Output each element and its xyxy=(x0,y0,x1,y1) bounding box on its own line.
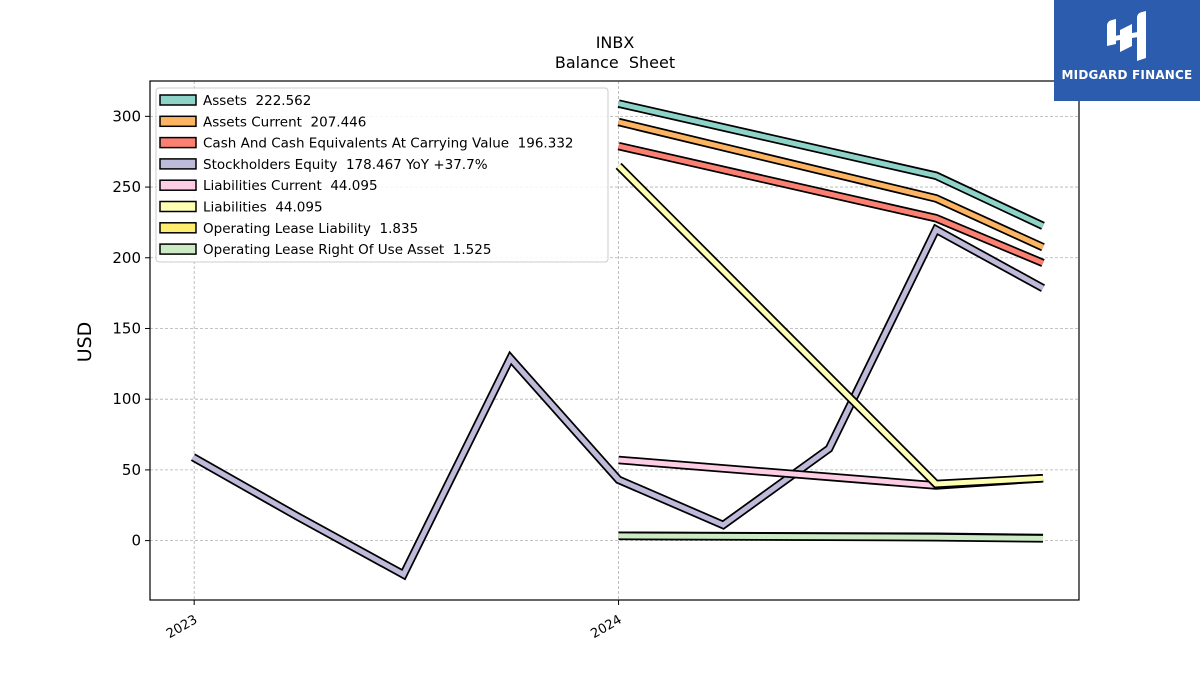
series-3 xyxy=(190,223,1046,581)
series-line xyxy=(618,119,1045,250)
legend-entry: Cash And Cash Equivalents At Carrying Va… xyxy=(203,136,574,152)
y-tick-label: 100 xyxy=(112,390,141,408)
logo-text: MIDGARD FINANCE xyxy=(1061,68,1193,82)
y-tick-label: 50 xyxy=(122,461,141,479)
series-0 xyxy=(617,99,1045,230)
series-7 xyxy=(618,531,1044,543)
y-tick-label: 250 xyxy=(112,178,141,196)
series-layer xyxy=(190,99,1046,581)
midgard-finance-logo: MIDGARD FINANCE xyxy=(1054,0,1200,101)
legend-entry: Assets Current 207.446 xyxy=(203,114,366,130)
legend-entry: Operating Lease Right Of Use Asset 1.525 xyxy=(203,242,491,258)
chart-subtitle: Balance Sheet xyxy=(555,53,675,72)
legend-swatch xyxy=(159,158,197,170)
legend-swatch xyxy=(159,243,197,255)
legend-swatch xyxy=(159,222,197,234)
legend-swatch xyxy=(159,94,197,106)
legend-swatch xyxy=(159,200,197,213)
series-line xyxy=(191,226,1045,578)
legend-entry: Liabilities 44.095 xyxy=(203,200,323,216)
series-line xyxy=(618,533,1044,541)
legend: Assets 222.562 Assets Current 207.446 Cash… xyxy=(155,87,609,263)
plot-frame xyxy=(149,80,1080,601)
y-tick-label: 0 xyxy=(131,532,141,550)
legend-entry: Operating Lease Liability 1.835 xyxy=(203,221,418,237)
series-1 xyxy=(617,117,1045,252)
series-line-outline xyxy=(190,223,1046,581)
legend-swatch xyxy=(159,136,197,149)
chart-title: INBX xyxy=(596,33,635,52)
legend-entry: Stockholders Equity 178.467 YoY +37.7% xyxy=(203,157,488,173)
legend-swatch xyxy=(159,179,197,191)
y-tick-label: 200 xyxy=(112,249,141,267)
series-5 xyxy=(615,162,1044,489)
y-tick-label: 300 xyxy=(112,107,141,125)
x-tick-label: 2024 xyxy=(588,612,624,642)
series-line xyxy=(618,101,1045,229)
series-2 xyxy=(617,141,1045,267)
y-tick-label: 150 xyxy=(112,319,141,337)
logo-mark-icon xyxy=(1107,11,1146,61)
legend-entry: Assets 222.562 xyxy=(203,93,311,109)
legend-swatch xyxy=(159,115,197,128)
x-tick-label: 2023 xyxy=(164,612,200,642)
legend-box xyxy=(155,87,609,263)
legend-entry: Liabilities Current 44.095 xyxy=(203,178,378,194)
series-line xyxy=(618,143,1044,266)
series-line-outline xyxy=(617,141,1045,267)
x-axis: 2023 2024 xyxy=(164,600,625,642)
y-axis-label: USD xyxy=(74,322,96,363)
y-axis: 0 50 100 150 200 250 300 xyxy=(112,107,150,550)
series-line xyxy=(616,164,1044,487)
